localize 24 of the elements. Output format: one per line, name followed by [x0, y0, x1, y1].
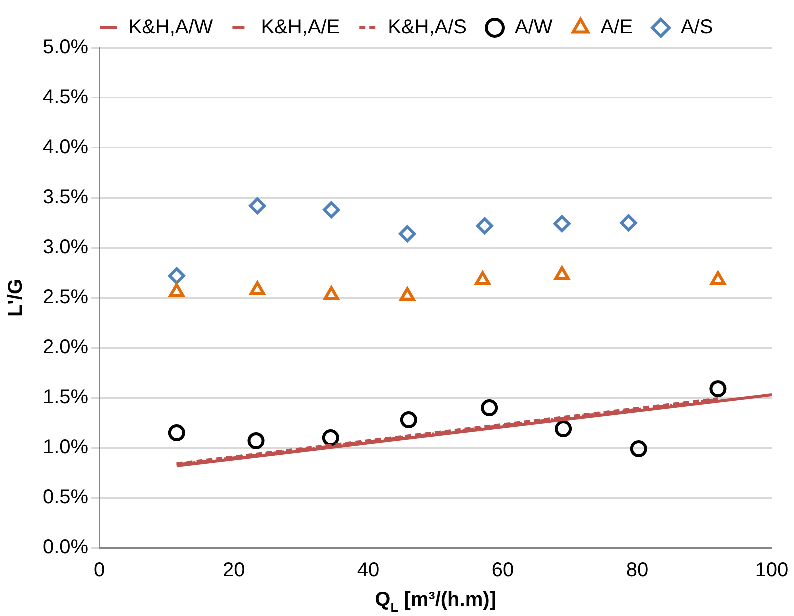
y-tick-label: 0.5%: [42, 486, 89, 509]
y-axis-title: L'/G: [5, 278, 27, 318]
y-tick-label: 1.5%: [42, 386, 89, 409]
y-tick-label: 2.0%: [42, 336, 89, 359]
y-tick-label: 2.5%: [42, 286, 89, 309]
y-tick-label: 3.0%: [42, 236, 89, 259]
legend-label: K&H,A/S: [388, 16, 468, 39]
x-tick-label: 0: [94, 560, 106, 582]
legend-label: A/E: [600, 16, 634, 39]
legend-label: K&H,A/E: [261, 16, 340, 39]
x-tick-label: 40: [357, 560, 380, 582]
y-tick-label: 4.0%: [42, 136, 89, 159]
x-tick-label: 60: [492, 560, 514, 582]
legend-label: A/W: [515, 16, 553, 39]
legend-label: A/S: [681, 16, 714, 39]
x-tick-label: 20: [222, 560, 246, 582]
x-tick-label: 100: [755, 560, 789, 582]
y-tick-label: 3.5%: [42, 186, 89, 209]
x-tick-label: 80: [626, 560, 649, 582]
y-tick-label: 1.0%: [42, 436, 89, 459]
legend-label: K&H,A/W: [128, 16, 214, 39]
y-tick-label: 0.0%: [42, 536, 89, 559]
y-tick-label: 5.0%: [42, 36, 89, 59]
y-tick-label: 4.5%: [42, 86, 89, 109]
